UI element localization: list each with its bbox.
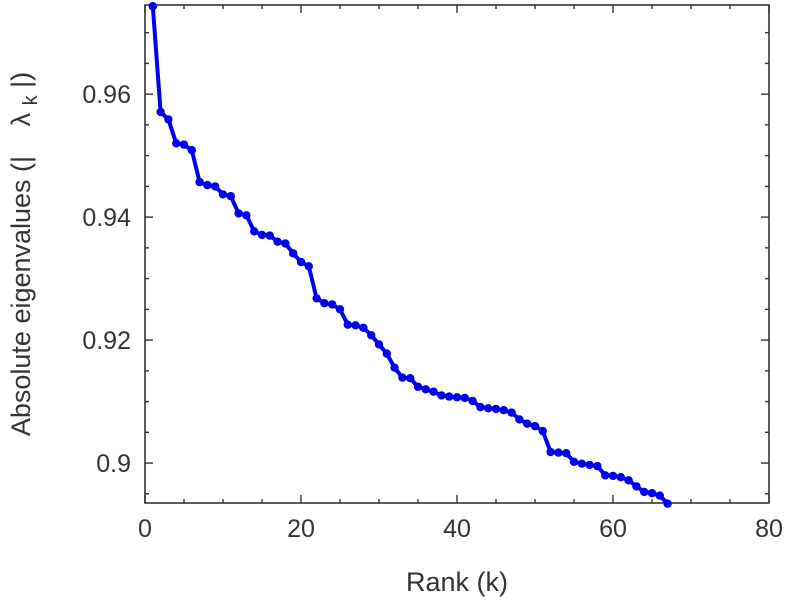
data-point: [569, 457, 579, 466]
data-point: [421, 385, 430, 394]
x-tick-label: 0: [138, 515, 152, 543]
data-point: [507, 408, 516, 417]
data-point: [406, 374, 415, 383]
data-point: [289, 249, 298, 258]
data-point: [577, 459, 586, 468]
plot-area: [144, 4, 770, 504]
data-point: [608, 471, 618, 481]
data-point: [312, 294, 321, 303]
data-point: [359, 323, 368, 332]
data-point: [320, 299, 329, 308]
data-point: [546, 447, 555, 457]
data-point: [663, 499, 672, 508]
data-point: [632, 482, 641, 491]
data-point: [250, 227, 259, 236]
data-point: [616, 473, 625, 482]
data-point: [562, 449, 571, 458]
data-point: [523, 419, 532, 428]
x-tick-label: 40: [443, 515, 471, 543]
data-point: [538, 426, 547, 436]
data-point: [437, 391, 446, 400]
y-axis-label-symbol: λ: [6, 112, 36, 126]
y-axis-label-prefix: Absolute eigenvalues (|: [6, 156, 36, 436]
y-axis-label: Absolute eigenvalues (| λ k |): [6, 72, 43, 436]
y-tick-label: 0.94: [82, 204, 131, 232]
y-axis-label-suffix: |): [6, 72, 36, 88]
data-point: [554, 448, 563, 457]
data-point: [304, 262, 313, 271]
data-point: [429, 387, 438, 396]
y-tick-label: 0.9: [96, 450, 131, 478]
tick-labels: 0 20 40 60 80 0.9 0.92 0.94 0.96: [82, 81, 783, 543]
y-tick-label: 0.92: [82, 327, 131, 355]
data-point: [452, 393, 462, 402]
data-point: [398, 373, 407, 382]
data-point: [484, 404, 493, 413]
data-point: [593, 461, 602, 471]
data-point: [460, 393, 469, 403]
data-point: [257, 230, 267, 240]
data-point: [624, 476, 633, 485]
data-point: [445, 392, 454, 401]
series-markers: [148, 2, 672, 508]
x-axis-label: Rank (k): [406, 567, 508, 597]
data-point: [281, 239, 290, 248]
y-axis-label-subscript: k: [20, 94, 42, 105]
data-point: [156, 107, 165, 117]
axis-ticks: [144, 5, 770, 503]
data-point: [265, 231, 274, 240]
x-tick-label: 60: [599, 515, 627, 543]
data-point: [328, 300, 337, 309]
data-point: [499, 406, 508, 415]
data-point: [187, 145, 196, 155]
data-point: [203, 180, 212, 190]
data-point: [172, 139, 181, 148]
data-point: [413, 382, 423, 391]
data-point: [273, 237, 282, 246]
data-point: [382, 349, 391, 358]
data-point: [234, 209, 243, 218]
data-point: [515, 415, 524, 424]
x-tick-label: 80: [755, 515, 783, 543]
data-point: [367, 331, 376, 340]
data-point: [476, 402, 485, 412]
y-tick-label: 0.96: [82, 81, 131, 109]
data-point: [491, 404, 501, 414]
data-point: [164, 115, 173, 124]
data-point: [195, 177, 204, 187]
data-point: [655, 491, 664, 500]
x-tick-label: 20: [287, 515, 315, 543]
data-point: [585, 460, 594, 470]
data-point: [335, 305, 345, 314]
data-point: [179, 140, 189, 149]
data-point: [226, 192, 235, 201]
data-point: [647, 489, 657, 498]
data-point: [242, 211, 251, 220]
data-point: [530, 421, 540, 431]
data-point: [640, 487, 649, 497]
data-point: [343, 320, 352, 329]
data-point: [374, 340, 384, 349]
data-point: [468, 396, 477, 406]
data-point: [211, 182, 220, 191]
data-point: [601, 471, 610, 480]
data-point: [390, 363, 399, 372]
data-point: [296, 257, 306, 267]
data-point: [351, 321, 360, 330]
data-point: [218, 190, 228, 199]
data-point: [148, 2, 157, 11]
